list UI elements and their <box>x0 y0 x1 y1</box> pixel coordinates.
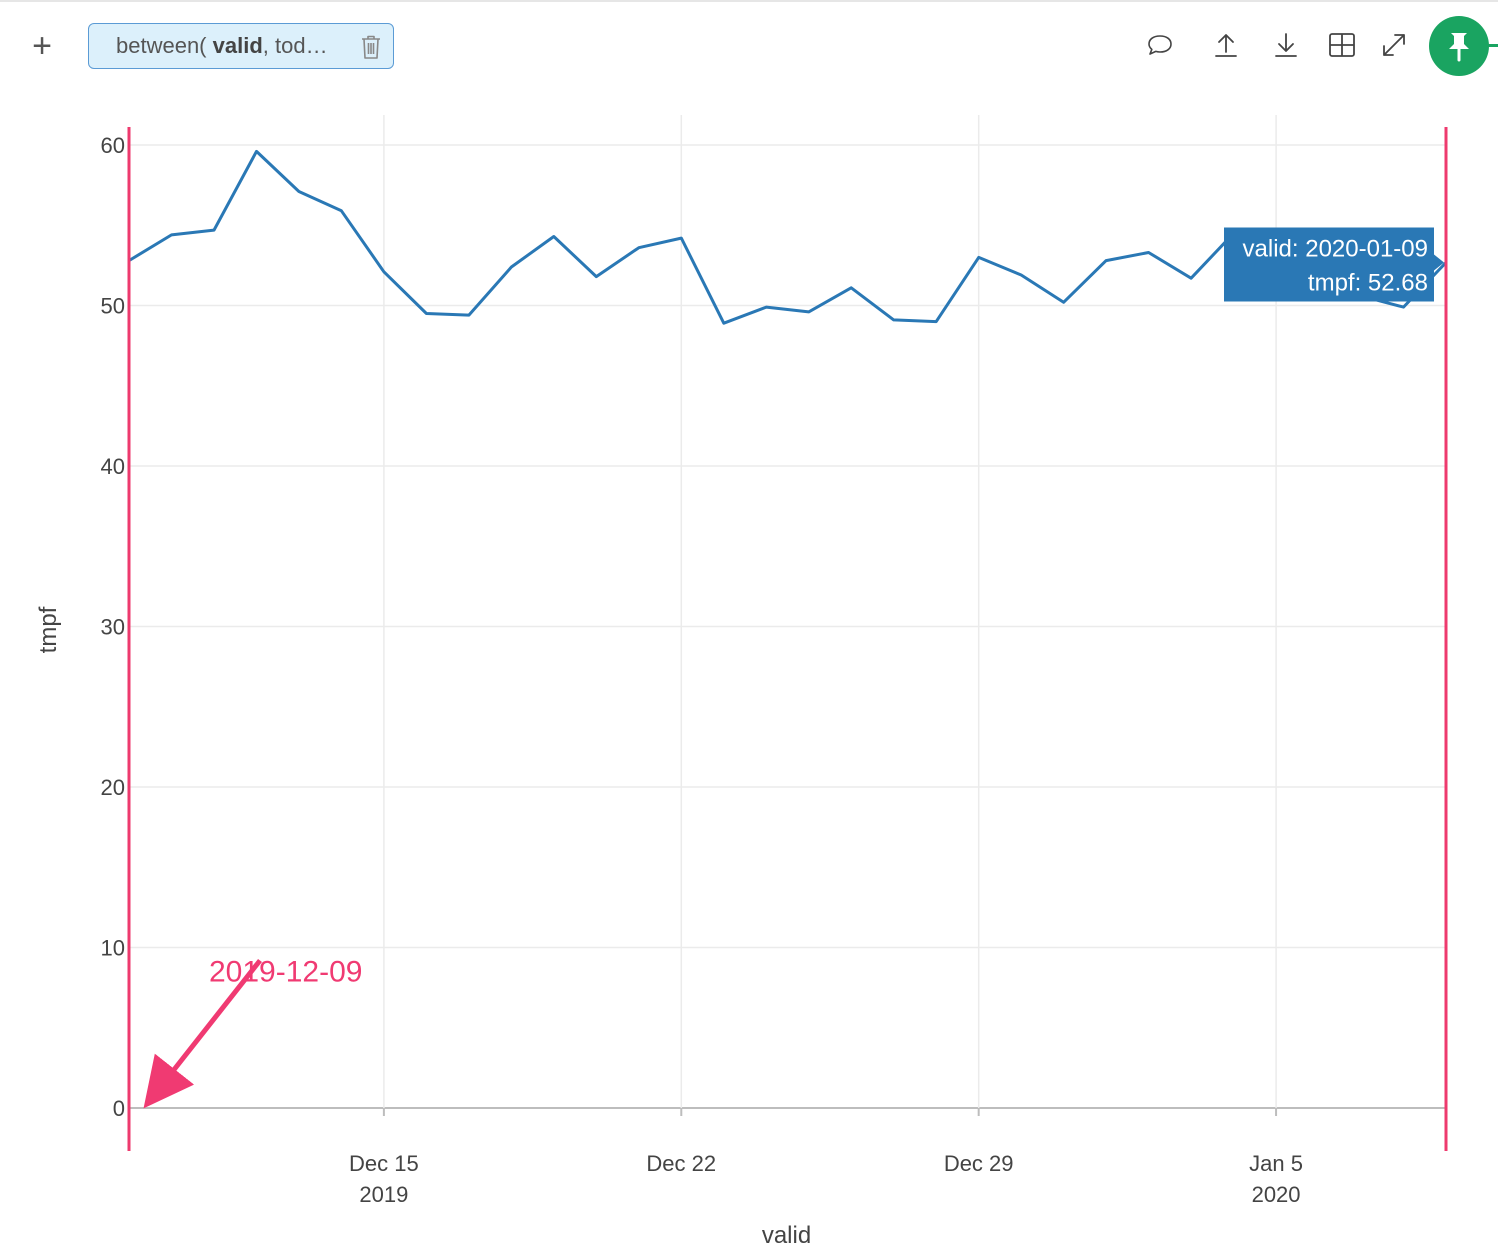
x-axis-label: valid <box>762 1222 811 1249</box>
annotation-arrow <box>143 958 262 1109</box>
y-tick-label: 50 <box>101 294 125 319</box>
pin-button[interactable] <box>1429 16 1489 76</box>
download-icon[interactable] <box>1271 30 1301 60</box>
y-tick-labels: 0 10 20 30 40 50 60 <box>101 133 125 1121</box>
x-tick-labels: Dec 15 2019 Dec 22 Dec 29 Jan 5 2020 <box>349 1151 1303 1207</box>
y-tick-label: 0 <box>113 1096 125 1121</box>
expand-icon[interactable] <box>1379 30 1409 60</box>
y-tick-label: 40 <box>101 454 125 479</box>
x-tick-sublabel: 2020 <box>1252 1182 1301 1207</box>
y-tick-label: 30 <box>101 615 125 640</box>
tooltip-date: valid: 2020-01-09 <box>1243 235 1428 262</box>
tooltip-value: tmpf: 52.68 <box>1308 269 1428 296</box>
filter-chip[interactable]: between( valid, tod… <box>88 23 394 69</box>
upload-icon[interactable] <box>1211 30 1241 60</box>
y-tick-label: 10 <box>101 936 125 961</box>
date-markers[interactable] <box>127 127 1448 1151</box>
comment-icon[interactable] <box>1145 30 1175 60</box>
hover-tooltip: valid: 2020-01-09 tmpf: 52.68 <box>1224 227 1444 302</box>
x-gridlines <box>382 115 1278 1116</box>
filter-prefix: between( <box>116 33 213 58</box>
x-tick-label: Dec 22 <box>646 1151 716 1176</box>
x-tick-sublabel: 2019 <box>359 1182 408 1207</box>
filter-chip-label: between( valid, tod… <box>116 33 328 59</box>
table-icon[interactable] <box>1327 30 1357 60</box>
tooltip-box <box>1224 227 1444 302</box>
filter-suffix: , tod… <box>262 33 328 58</box>
trash-icon[interactable] <box>359 34 383 60</box>
pin-connector <box>1486 44 1498 47</box>
marker-annotation: 2019-12-09 <box>143 956 362 1109</box>
add-filter-button[interactable]: + <box>32 27 52 65</box>
x-tick-label: Dec 15 <box>349 1151 419 1176</box>
chart-toolbar: + between( valid, tod… <box>0 0 1498 95</box>
x-tick-label: Jan 5 <box>1249 1151 1303 1176</box>
line-chart: 0 10 20 30 40 50 60 Dec 15 2019 Dec 22 Dec 29 Jan … <box>35 115 1448 1249</box>
annotation-label: 2019-12-09 <box>209 956 362 989</box>
y-tick-label: 60 <box>101 133 125 158</box>
filter-field: valid <box>212 33 263 58</box>
x-tick-label: Dec 29 <box>944 1151 1014 1176</box>
y-axis-label: tmpf <box>35 606 62 653</box>
y-gridlines <box>129 144 1446 1109</box>
y-tick-label: 20 <box>101 775 125 800</box>
pin-icon <box>1449 33 1469 62</box>
top-divider <box>0 0 1498 2</box>
